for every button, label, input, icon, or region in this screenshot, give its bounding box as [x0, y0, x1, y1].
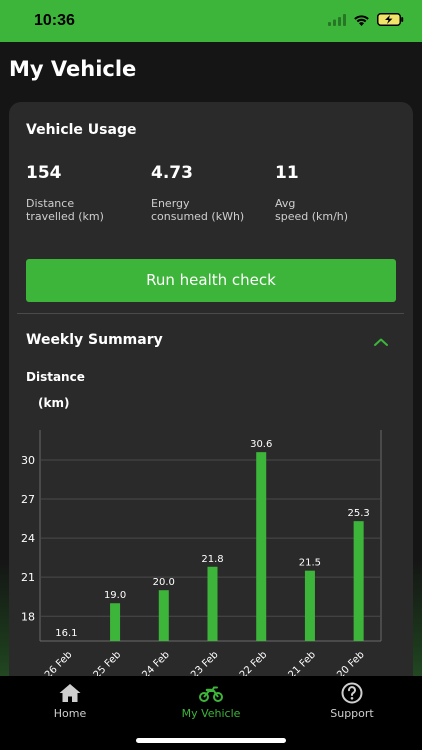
tab-bar: Home My Vehicle Support	[0, 676, 422, 750]
stat-speed-label-line2: speed (km/h)	[275, 210, 349, 223]
tab-support-label: Support	[330, 707, 374, 720]
stat-distance-label: Distance travelled (km)	[26, 197, 146, 223]
page-title: My Vehicle	[9, 57, 137, 81]
chart-x-tick-label: 22 Feb	[238, 649, 270, 676]
chart-data-label: 21.5	[299, 558, 321, 569]
help-icon	[341, 682, 363, 704]
chart-x-tick-label: 24 Feb	[140, 649, 172, 676]
tab-home-label: Home	[53, 707, 87, 720]
chart-y-tick-label: 18	[21, 610, 35, 623]
chart-x-tick-label: 20 Feb	[335, 649, 367, 676]
chart-bar	[110, 603, 121, 641]
status-bar: 10:36	[0, 0, 422, 42]
stat-energy-label: Energy consumed (kWh)	[151, 197, 271, 223]
stat-energy-label-line1: Energy	[151, 197, 190, 210]
chart-bar	[353, 521, 364, 641]
stat-speed-label: Avg speed (km/h)	[275, 197, 395, 223]
stat-energy-label-line2: consumed (kWh)	[151, 210, 245, 223]
chart-label: Distance	[26, 370, 85, 384]
chart-data-label: 19.0	[104, 590, 126, 601]
stat-energy: 4.73 Energy consumed (kWh)	[151, 163, 271, 223]
battery-charging-icon	[377, 13, 404, 26]
signal-icon	[328, 13, 346, 26]
chart-data-label: 25.3	[348, 508, 370, 519]
chart-data-label: 21.8	[201, 554, 223, 565]
stat-energy-value: 4.73	[151, 163, 193, 183]
motorbike-icon	[199, 686, 223, 702]
run-health-check-button[interactable]: Run health check	[26, 259, 396, 302]
tab-home[interactable]: Home	[0, 676, 140, 726]
wifi-icon	[354, 14, 369, 26]
chart-bar	[207, 566, 218, 641]
stat-distance-label-line2: travelled (km)	[26, 210, 104, 223]
tab-my-vehicle[interactable]: My Vehicle	[141, 676, 281, 726]
stat-speed: 11 Avg speed (km/h)	[275, 163, 395, 223]
chart-x-tick-label: 26 Feb	[43, 649, 75, 676]
stat-speed-label-line1: Avg	[275, 197, 296, 210]
chart-y-tick-label: 21	[21, 571, 35, 584]
chart-unit: (km)	[38, 396, 70, 410]
stat-distance-label-line1: Distance	[26, 197, 75, 210]
chart-y-tick-label: 27	[21, 493, 35, 506]
chart-y-tick-label: 24	[21, 532, 35, 545]
status-icons	[328, 13, 404, 26]
chart-bar	[304, 570, 315, 641]
chart-data-label: 20.0	[153, 577, 175, 588]
chart-x-tick-label: 21 Feb	[287, 649, 319, 676]
tab-my-vehicle-label: My Vehicle	[181, 707, 241, 720]
divider	[17, 313, 404, 314]
tab-support[interactable]: Support	[282, 676, 422, 726]
chart-bar	[158, 590, 169, 641]
chart-x-tick-label: 23 Feb	[189, 649, 221, 676]
stat-distance: 154 Distance travelled (km)	[26, 163, 146, 223]
home-icon	[59, 684, 81, 702]
weekly-summary-title: Weekly Summary	[26, 332, 163, 348]
chart-x-tick-label: 25 Feb	[92, 649, 124, 676]
chevron-up-icon[interactable]	[372, 334, 390, 350]
chart-data-label: 16.1	[55, 628, 77, 639]
distance-bar-chart: 18 21 24 27 30 16.1 26 Feb 19.0 25 Feb 20.0 24 Feb…	[21, 430, 382, 676]
status-time: 10:36	[34, 12, 75, 29]
home-indicator	[136, 738, 286, 743]
chart-y-tick-label: 30	[21, 454, 35, 467]
chart-data-label: 30.6	[250, 439, 272, 450]
vehicle-usage-title: Vehicle Usage	[26, 122, 137, 138]
chart-bar	[256, 452, 267, 641]
stat-distance-value: 154	[26, 163, 62, 183]
stat-speed-value: 11	[275, 163, 299, 183]
